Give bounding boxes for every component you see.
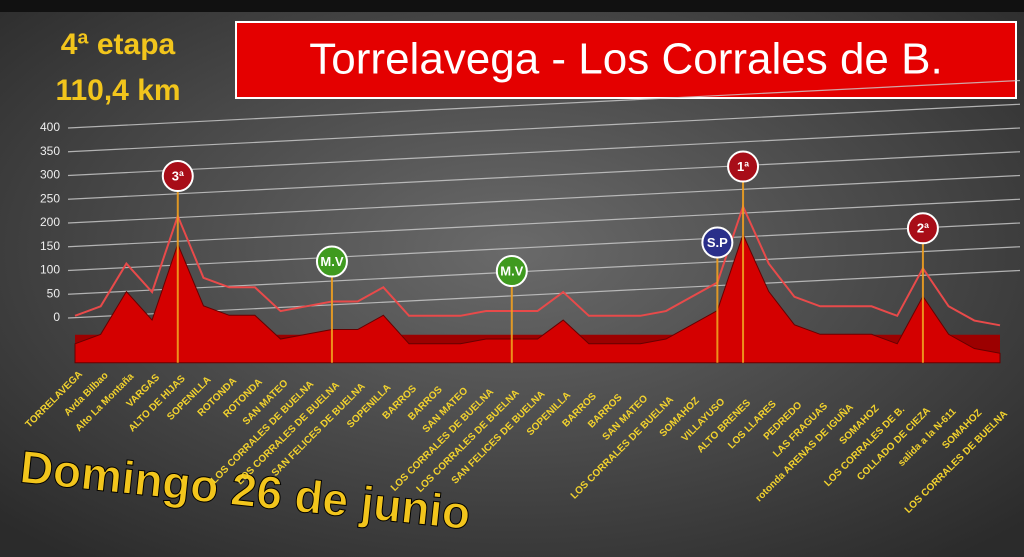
marker-badge [315,245,348,278]
marker-label: M.V [320,254,343,269]
marker-badge [727,150,760,183]
grid-line [67,269,1021,319]
marker-label: M.V [500,263,523,278]
y-tick-label: 50 [47,286,61,300]
marker-label: 1ª [737,159,749,174]
y-tick-label: 150 [40,239,60,253]
profile-area [74,233,1001,364]
grid-line [67,127,1021,177]
marker-badge [701,226,734,259]
y-tick-label: 200 [40,215,60,229]
y-tick-label: 250 [40,191,60,205]
y-tick-label: 400 [40,120,60,134]
marker-label: 3ª [172,168,184,183]
marker-label: 2ª [917,221,929,236]
y-tick-label: 0 [53,310,60,324]
grid-line [67,79,1021,129]
stage: 4ª etapa [61,28,176,61]
profile-ridge [74,203,1001,327]
y-tick-label: 100 [40,263,60,277]
title-box [235,21,1017,99]
grid-line [67,222,1021,272]
chart-title: Torrelavega - Los Corrales de B. [309,35,942,84]
grid-line [67,151,1021,200]
y-tick-label: 300 [40,168,60,182]
grid-line [67,103,1021,153]
top-bar [0,0,1024,12]
grid-line [67,198,1021,248]
marker-badge [906,212,939,245]
marker-badge [495,255,528,288]
marker-badge [161,160,194,193]
y-tick-label: 350 [40,144,60,158]
marker-label: S.P [707,235,728,250]
distance: 110,4 km [55,74,180,107]
grid-line [67,174,1021,224]
